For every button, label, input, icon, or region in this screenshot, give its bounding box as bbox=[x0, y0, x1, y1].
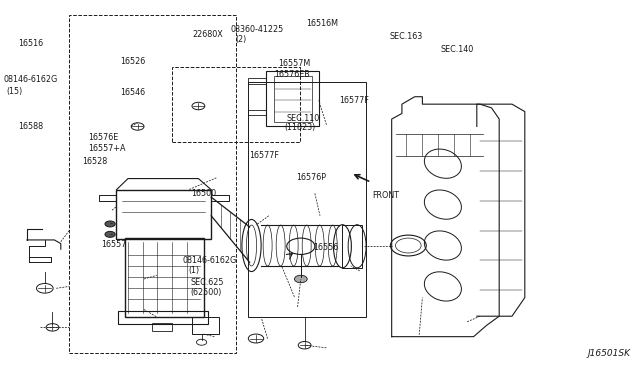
Text: SEC.625: SEC.625 bbox=[191, 278, 224, 287]
Text: FRONT: FRONT bbox=[372, 191, 399, 200]
Text: (11823): (11823) bbox=[285, 123, 316, 132]
Text: (62500): (62500) bbox=[191, 288, 222, 296]
Circle shape bbox=[105, 221, 115, 227]
Text: 16500: 16500 bbox=[191, 189, 216, 198]
Circle shape bbox=[105, 231, 115, 237]
Text: 08146-6162G: 08146-6162G bbox=[3, 76, 58, 84]
Circle shape bbox=[294, 275, 307, 283]
Text: 16588: 16588 bbox=[18, 122, 43, 131]
Text: 16577F: 16577F bbox=[250, 151, 280, 160]
Text: SEC.163: SEC.163 bbox=[389, 32, 422, 41]
Text: (15): (15) bbox=[6, 87, 22, 96]
Text: 08146-6162G: 08146-6162G bbox=[182, 256, 237, 265]
Text: 16528: 16528 bbox=[82, 157, 107, 166]
Text: (1): (1) bbox=[189, 266, 200, 275]
Text: 16556: 16556 bbox=[314, 243, 339, 252]
Text: 16557+A: 16557+A bbox=[88, 144, 126, 153]
Text: 16546: 16546 bbox=[120, 88, 145, 97]
Text: 16576P: 16576P bbox=[296, 173, 326, 182]
Text: 16516M: 16516M bbox=[306, 19, 338, 28]
Text: 16576EB: 16576EB bbox=[274, 70, 310, 79]
Text: J16501SK: J16501SK bbox=[588, 349, 630, 358]
Text: 16526: 16526 bbox=[120, 57, 145, 66]
Text: 16557: 16557 bbox=[101, 240, 127, 249]
Text: SEC.140: SEC.140 bbox=[440, 45, 474, 54]
Text: SEC.110: SEC.110 bbox=[287, 114, 320, 123]
Text: 08360-41225: 08360-41225 bbox=[230, 25, 284, 34]
Text: 16577F: 16577F bbox=[339, 96, 369, 105]
Text: 16516: 16516 bbox=[18, 39, 43, 48]
Text: 22680X: 22680X bbox=[192, 30, 223, 39]
Text: 16557M: 16557M bbox=[278, 60, 310, 68]
Text: (2): (2) bbox=[236, 35, 247, 44]
Text: 16576E: 16576E bbox=[88, 133, 118, 142]
